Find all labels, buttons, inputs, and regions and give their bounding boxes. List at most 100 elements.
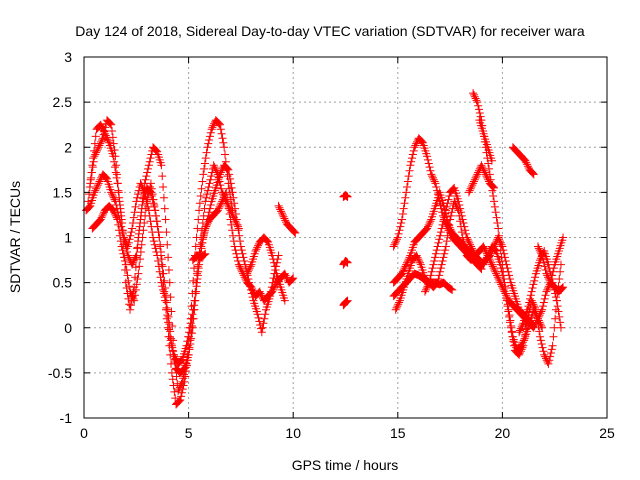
data-point bbox=[131, 253, 140, 262]
data-point bbox=[492, 269, 501, 278]
data-point bbox=[505, 318, 514, 327]
data-point bbox=[423, 155, 432, 164]
data-point bbox=[137, 208, 146, 217]
data-point bbox=[157, 278, 166, 287]
data-point bbox=[479, 166, 488, 175]
data-point bbox=[121, 260, 130, 269]
data-point bbox=[215, 119, 224, 128]
data-point bbox=[484, 249, 493, 258]
data-point bbox=[193, 224, 202, 233]
data-point bbox=[278, 210, 287, 219]
data-point bbox=[527, 287, 536, 296]
data-point bbox=[407, 157, 416, 166]
data-point bbox=[202, 219, 211, 228]
data-point bbox=[401, 262, 410, 271]
data-point bbox=[432, 246, 441, 255]
data-point bbox=[518, 321, 527, 330]
data-point bbox=[170, 387, 179, 396]
data-point bbox=[536, 256, 545, 265]
data-point bbox=[174, 385, 183, 394]
x-tick-label: 25 bbox=[599, 425, 615, 441]
data-point bbox=[203, 190, 212, 199]
data-point bbox=[217, 166, 226, 175]
data-point bbox=[457, 228, 466, 237]
data-point bbox=[119, 249, 128, 258]
data-point bbox=[253, 243, 262, 252]
data-point bbox=[467, 182, 476, 191]
data-point bbox=[130, 208, 139, 217]
data-point bbox=[263, 237, 272, 246]
data-point bbox=[502, 296, 511, 305]
data-point bbox=[397, 215, 406, 224]
data-point bbox=[133, 275, 142, 284]
data-point bbox=[92, 184, 101, 193]
data-point bbox=[473, 98, 482, 107]
data-point bbox=[204, 139, 213, 148]
data-point bbox=[426, 275, 435, 284]
data-point bbox=[441, 246, 450, 255]
data-point bbox=[556, 318, 565, 327]
data-point bbox=[151, 244, 160, 253]
data-point bbox=[90, 152, 99, 161]
data-point bbox=[123, 247, 132, 256]
data-point bbox=[261, 310, 270, 319]
data-point bbox=[245, 278, 254, 287]
data-point bbox=[343, 192, 352, 201]
data-point bbox=[217, 129, 226, 138]
data-point bbox=[221, 190, 230, 199]
data-point bbox=[544, 260, 553, 269]
data-point bbox=[446, 211, 455, 220]
data-point bbox=[533, 316, 542, 325]
data-point bbox=[392, 237, 401, 246]
data-point bbox=[112, 161, 121, 170]
data-point bbox=[429, 260, 438, 269]
data-point bbox=[108, 133, 117, 142]
data-point bbox=[448, 285, 457, 294]
data-point bbox=[487, 260, 496, 269]
data-point bbox=[207, 125, 216, 134]
data-point bbox=[464, 188, 473, 197]
data-point bbox=[445, 191, 454, 200]
data-point bbox=[477, 161, 486, 170]
data-point bbox=[111, 197, 120, 206]
data-point bbox=[121, 256, 130, 265]
data-point bbox=[177, 379, 186, 388]
data-point bbox=[226, 174, 235, 183]
data-point bbox=[465, 238, 474, 247]
data-point bbox=[528, 168, 537, 177]
data-point bbox=[490, 197, 499, 206]
data-point bbox=[218, 134, 227, 143]
data-point bbox=[146, 217, 155, 226]
data-point bbox=[133, 193, 142, 202]
data-point bbox=[435, 235, 444, 244]
data-point bbox=[121, 237, 130, 246]
data-point bbox=[111, 168, 120, 177]
data-point bbox=[443, 231, 452, 240]
data-point bbox=[441, 242, 450, 251]
data-point bbox=[510, 341, 519, 350]
data-point bbox=[123, 251, 132, 260]
data-point bbox=[469, 247, 478, 256]
data-point bbox=[99, 210, 108, 219]
data-point bbox=[472, 172, 481, 181]
data-point bbox=[136, 255, 145, 264]
data-point bbox=[256, 324, 265, 333]
data-point bbox=[110, 195, 119, 204]
data-point bbox=[413, 253, 422, 262]
data-point bbox=[165, 332, 174, 341]
data-point bbox=[489, 191, 498, 200]
data-point bbox=[506, 323, 515, 332]
data-point bbox=[200, 226, 209, 235]
data-point bbox=[224, 165, 233, 174]
data-point bbox=[245, 264, 254, 273]
data-point bbox=[531, 273, 540, 282]
data-point bbox=[138, 233, 147, 242]
data-point bbox=[287, 275, 296, 284]
data-point bbox=[482, 172, 491, 181]
data-point bbox=[414, 255, 423, 264]
data-point bbox=[123, 271, 132, 280]
data-point bbox=[203, 215, 212, 224]
data-point bbox=[154, 256, 163, 265]
data-point bbox=[478, 163, 487, 172]
data-point bbox=[267, 283, 276, 292]
